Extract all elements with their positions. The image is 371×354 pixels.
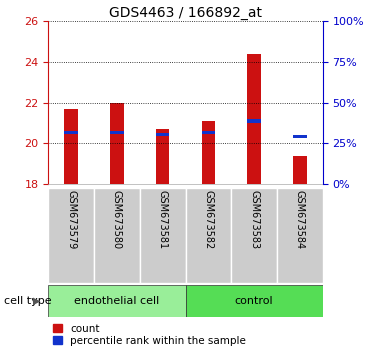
Text: GSM673582: GSM673582 xyxy=(203,190,213,250)
Text: GSM673579: GSM673579 xyxy=(66,190,76,250)
Bar xyxy=(186,188,231,283)
Bar xyxy=(94,188,140,283)
Bar xyxy=(186,285,323,317)
Bar xyxy=(277,188,323,283)
Bar xyxy=(48,188,94,283)
Bar xyxy=(64,131,78,134)
Bar xyxy=(64,109,78,184)
Bar xyxy=(201,131,215,134)
Text: GSM673581: GSM673581 xyxy=(158,190,168,250)
Text: endothelial cell: endothelial cell xyxy=(74,296,160,306)
Bar xyxy=(247,54,261,184)
Title: GDS4463 / 166892_at: GDS4463 / 166892_at xyxy=(109,6,262,20)
Bar xyxy=(156,129,170,184)
Bar xyxy=(293,156,307,184)
Text: GSM673584: GSM673584 xyxy=(295,190,305,250)
Bar xyxy=(293,135,307,138)
Bar xyxy=(231,188,277,283)
Text: cell type: cell type xyxy=(4,296,51,306)
Bar xyxy=(110,103,124,184)
Bar xyxy=(110,131,124,134)
Bar xyxy=(140,188,186,283)
Bar xyxy=(247,119,261,122)
Text: ▶: ▶ xyxy=(33,296,41,306)
Legend: count, percentile rank within the sample: count, percentile rank within the sample xyxy=(53,324,246,346)
Text: GSM673580: GSM673580 xyxy=(112,190,122,250)
Text: control: control xyxy=(235,296,273,306)
Bar xyxy=(201,121,215,184)
Text: GSM673583: GSM673583 xyxy=(249,190,259,250)
Bar xyxy=(156,133,170,136)
Bar xyxy=(48,285,186,317)
